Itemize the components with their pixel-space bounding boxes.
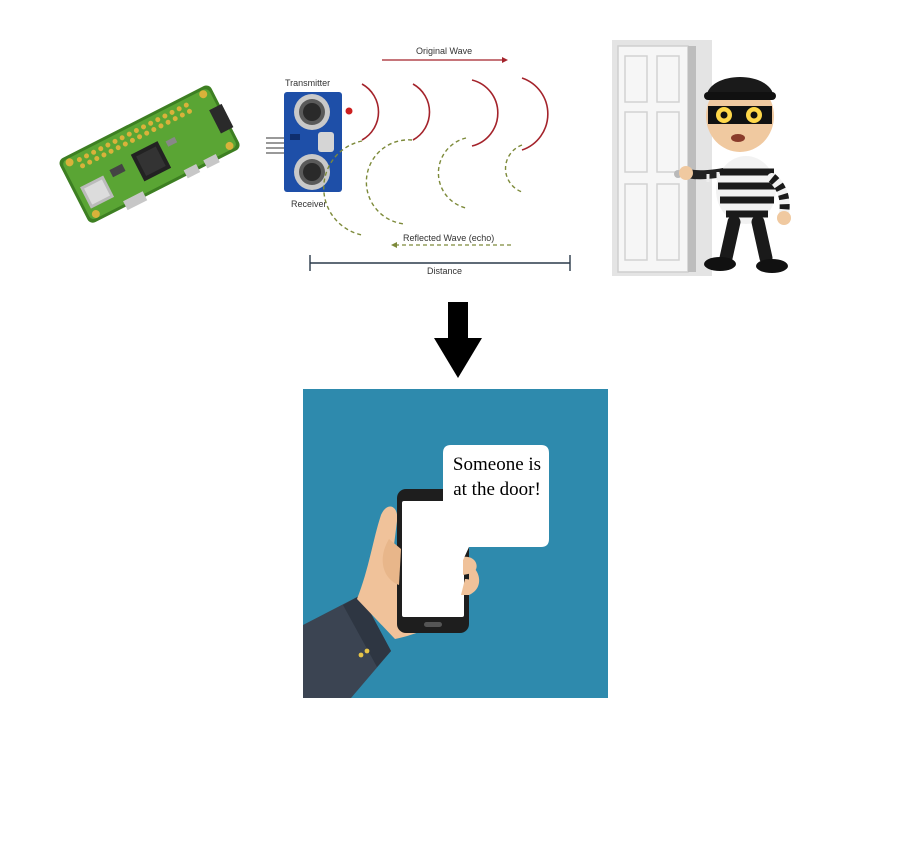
reflected-wave-arc: [437, 137, 467, 209]
reflected-wave-label: Reflected Wave (echo): [403, 233, 495, 243]
reflected-wave-arc: [365, 139, 413, 225]
burglar-character: [679, 77, 791, 273]
receiver-label: Receiver: [291, 199, 327, 209]
notification-message: Someone is at the door!: [452, 454, 542, 500]
down-arrow-icon: [434, 302, 482, 378]
hand-phone-illustration: [303, 445, 549, 698]
original-wave-arc: [521, 77, 549, 151]
original-wave-label: Original Wave: [416, 46, 473, 56]
ultrasonic-sensor: [266, 92, 342, 192]
reflected-wave-arc: [323, 140, 363, 236]
emitter-dot: [345, 107, 353, 115]
original-wave-arc: [412, 83, 431, 141]
distance-label: Distance: [427, 266, 463, 276]
original-wave-arc: [471, 79, 499, 147]
original-wave-arc: [361, 83, 380, 141]
raspberry-pi-board: [59, 85, 240, 223]
reflected-wave-arc: [504, 144, 523, 193]
door-illustration: [612, 40, 712, 276]
wave-diagram: [309, 57, 571, 271]
transmitter-label: Transmitter: [285, 78, 331, 88]
